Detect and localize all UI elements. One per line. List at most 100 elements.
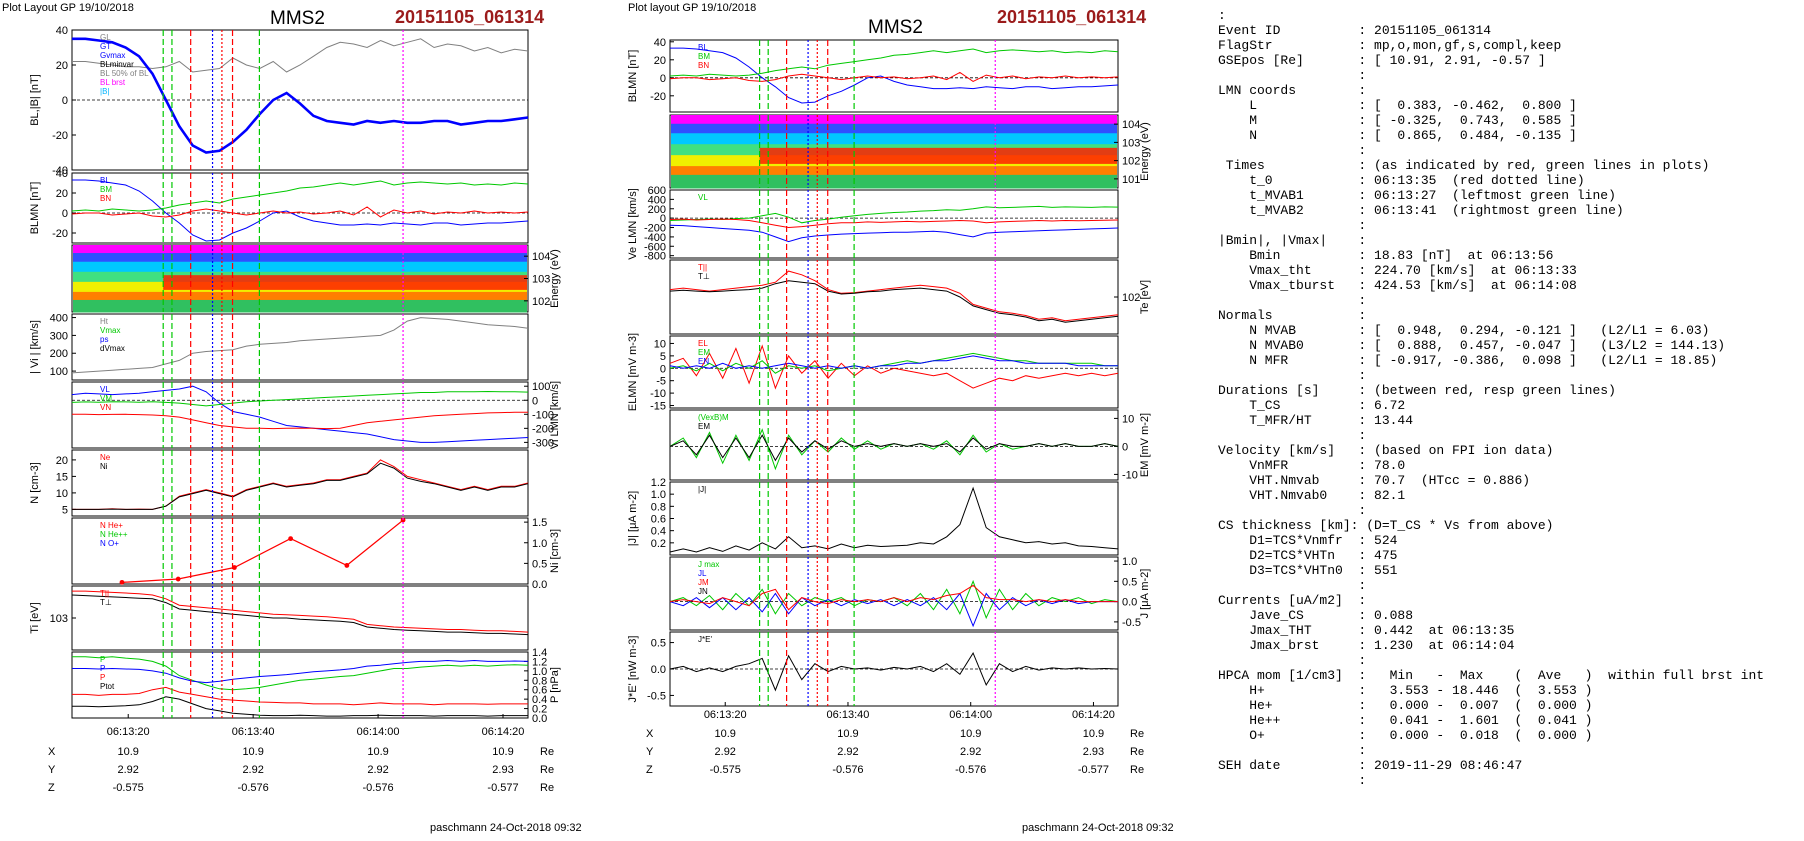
y-tick-label: 0 [660, 363, 666, 375]
summary-line: : [1218, 653, 1367, 668]
summary-line: Velocity [km/s] : (based on FPI ion data… [1218, 443, 1554, 458]
summary-line: Bmin : 18.83 [nT] at 06:13:56 [1218, 248, 1554, 263]
middle-spacecraft-label: MMS2 [868, 17, 923, 38]
y-tick-label: 0.0 [532, 713, 547, 725]
y-tick-label: -15 [650, 401, 666, 413]
summary-line: Durations [s] : (between red, resp green… [1218, 383, 1616, 398]
y-tick-label: 1.4 [532, 647, 547, 659]
y-tick-label: 40 [56, 25, 68, 37]
summary-line: : [1218, 68, 1367, 83]
ephemeris-value: 10.9 [242, 746, 263, 758]
y-tick-label: -20 [52, 130, 68, 142]
vxb-legend-entry: EM [698, 422, 710, 431]
summary-line: FlagStr : mp,o,mon,gf,s,compl,keep [1218, 38, 1562, 53]
y-tick-label: 20 [56, 60, 68, 72]
mspec-ylabel: Energy (eV) [1139, 122, 1151, 181]
bl-legend-entry: BLminvar [100, 60, 134, 69]
mblmn-ylabel: BLMN [nT] [627, 50, 639, 103]
y-tick-label: 1.2 [651, 477, 666, 489]
ephemeris-label: X [646, 728, 654, 740]
mspec-band-1 [671, 123, 1117, 134]
ve-series-green [669, 205, 1119, 224]
y-tick-label: 5 [660, 351, 666, 363]
y-tick-label: 0.0 [651, 664, 666, 676]
n-frame [71, 449, 529, 517]
te-series-red [669, 270, 1119, 322]
ephemeris-unit: Re [1130, 746, 1144, 758]
y-tick-label: -400 [644, 232, 666, 244]
ephemeris-value: -0.575 [113, 782, 144, 794]
summary-line: VnMFR : 78.0 [1218, 458, 1406, 473]
y-tick-label: -200 [644, 223, 666, 235]
summary-line: : [1218, 773, 1367, 788]
y-tick-label: 200 [50, 348, 68, 360]
summary-line: O+ : 0.000 - 0.018 ( 0.000 ) [1218, 728, 1593, 743]
ti-legend-entry: T|| [100, 589, 109, 598]
ephemeris-label: Y [646, 746, 654, 758]
te-legend-entry: T⊥ [698, 272, 710, 281]
ephemeris-value: 2.92 [367, 764, 388, 776]
e-frame [669, 335, 1119, 409]
mblmn-legend-entry: BL [698, 43, 708, 52]
vilmn-frame [71, 381, 529, 449]
y-tick-label: -600 [644, 241, 666, 253]
y-tick-label: -0.5 [1122, 617, 1141, 629]
e-series-red [669, 344, 1119, 390]
y-tick-label: 0.6 [532, 685, 547, 697]
ve-series-blue [669, 224, 1119, 243]
summary-line: Vmax_tht : 224.70 [km/s] at 06:13:33 [1218, 263, 1577, 278]
vxb-ylabel: EM [mV m-2] [1139, 413, 1151, 477]
summary-line: Times : (as indicated by red, green line… [1218, 158, 1710, 173]
n-legend-entry: Ni [100, 462, 108, 471]
y-tick-label: 0 [1122, 441, 1128, 453]
y-tick-label: 0.0 [532, 579, 547, 591]
summary-line: N MFR : [ -0.917, -0.386, 0.098 ] (L2/L1… [1218, 353, 1718, 368]
n-legend-entry: Ne [100, 453, 111, 462]
ve-series-red [669, 218, 1119, 229]
y-tick-label: 400 [50, 313, 68, 325]
ephemeris-value: 2.92 [242, 764, 263, 776]
ephemeris-value: 10.9 [837, 728, 858, 740]
vilmn-series-blue [71, 385, 529, 443]
blmn-series-blue [72, 179, 529, 242]
y-tick-label: 0 [532, 395, 538, 407]
mspec-band-2 [671, 133, 1117, 145]
ti-series-red [72, 590, 529, 633]
mblmn-legend-entry: BN [698, 61, 709, 70]
spec-band-5 [73, 291, 527, 301]
e-legend-entry: EL [698, 339, 708, 348]
ephemeris-unit: Re [540, 764, 554, 776]
summary-line: : [1218, 428, 1367, 443]
summary-line: t_MVAB1 : 06:13:27 (leftmost green line) [1218, 188, 1616, 203]
jlmn-series-blue [669, 592, 1118, 628]
y-tick-label: -800 [644, 251, 666, 263]
summary-line: Jave_CS : 0.088 [1218, 608, 1414, 623]
ni-legend-entry: N He++ [100, 530, 128, 539]
summary-line: He+ : 0.000 - 0.007 ( 0.000 ) [1218, 698, 1593, 713]
y-tick-label: 400 [648, 194, 666, 206]
vxb-series-black [669, 434, 1119, 462]
ephemeris-value: 10.9 [492, 746, 513, 758]
j-panel: 1.21.00.80.60.40.2 |J| [μA m-2] |J| [627, 477, 1119, 556]
blmn-series-green [71, 180, 529, 212]
vilmn-legend-entry: VL [100, 385, 110, 394]
summary-line: : [1218, 743, 1367, 758]
summary-line: CS thickness [km]: (D=T_CS * Vs from abo… [1218, 518, 1554, 533]
summary-line: Normals : [1218, 308, 1367, 323]
y-tick-label: 1.0 [651, 489, 666, 501]
summary-line: D1=TCS*Vnmfr : 524 [1218, 533, 1398, 548]
y-tick-label: 0.5 [651, 638, 666, 650]
summary-line: Jmax_brst : 1.230 at 06:14:04 [1218, 638, 1515, 653]
summary-line: : [1218, 218, 1367, 233]
ve-ylabel: Ve LMN [km/s] [627, 188, 639, 260]
p-series-red [72, 686, 528, 706]
p-legend-entry: Ptot [100, 682, 115, 691]
y-tick-label: 0.5 [532, 558, 547, 570]
ti-frame [71, 585, 529, 651]
y-tick-label: -10 [650, 388, 666, 400]
mspec-flux-core [759, 147, 1117, 164]
